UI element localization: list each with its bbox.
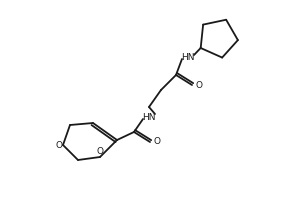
Text: O: O	[153, 138, 160, 146]
Text: O: O	[97, 148, 104, 156]
Text: O: O	[195, 80, 202, 90]
Text: HN: HN	[142, 112, 156, 121]
Text: O: O	[55, 140, 62, 150]
Text: HN: HN	[181, 52, 195, 62]
